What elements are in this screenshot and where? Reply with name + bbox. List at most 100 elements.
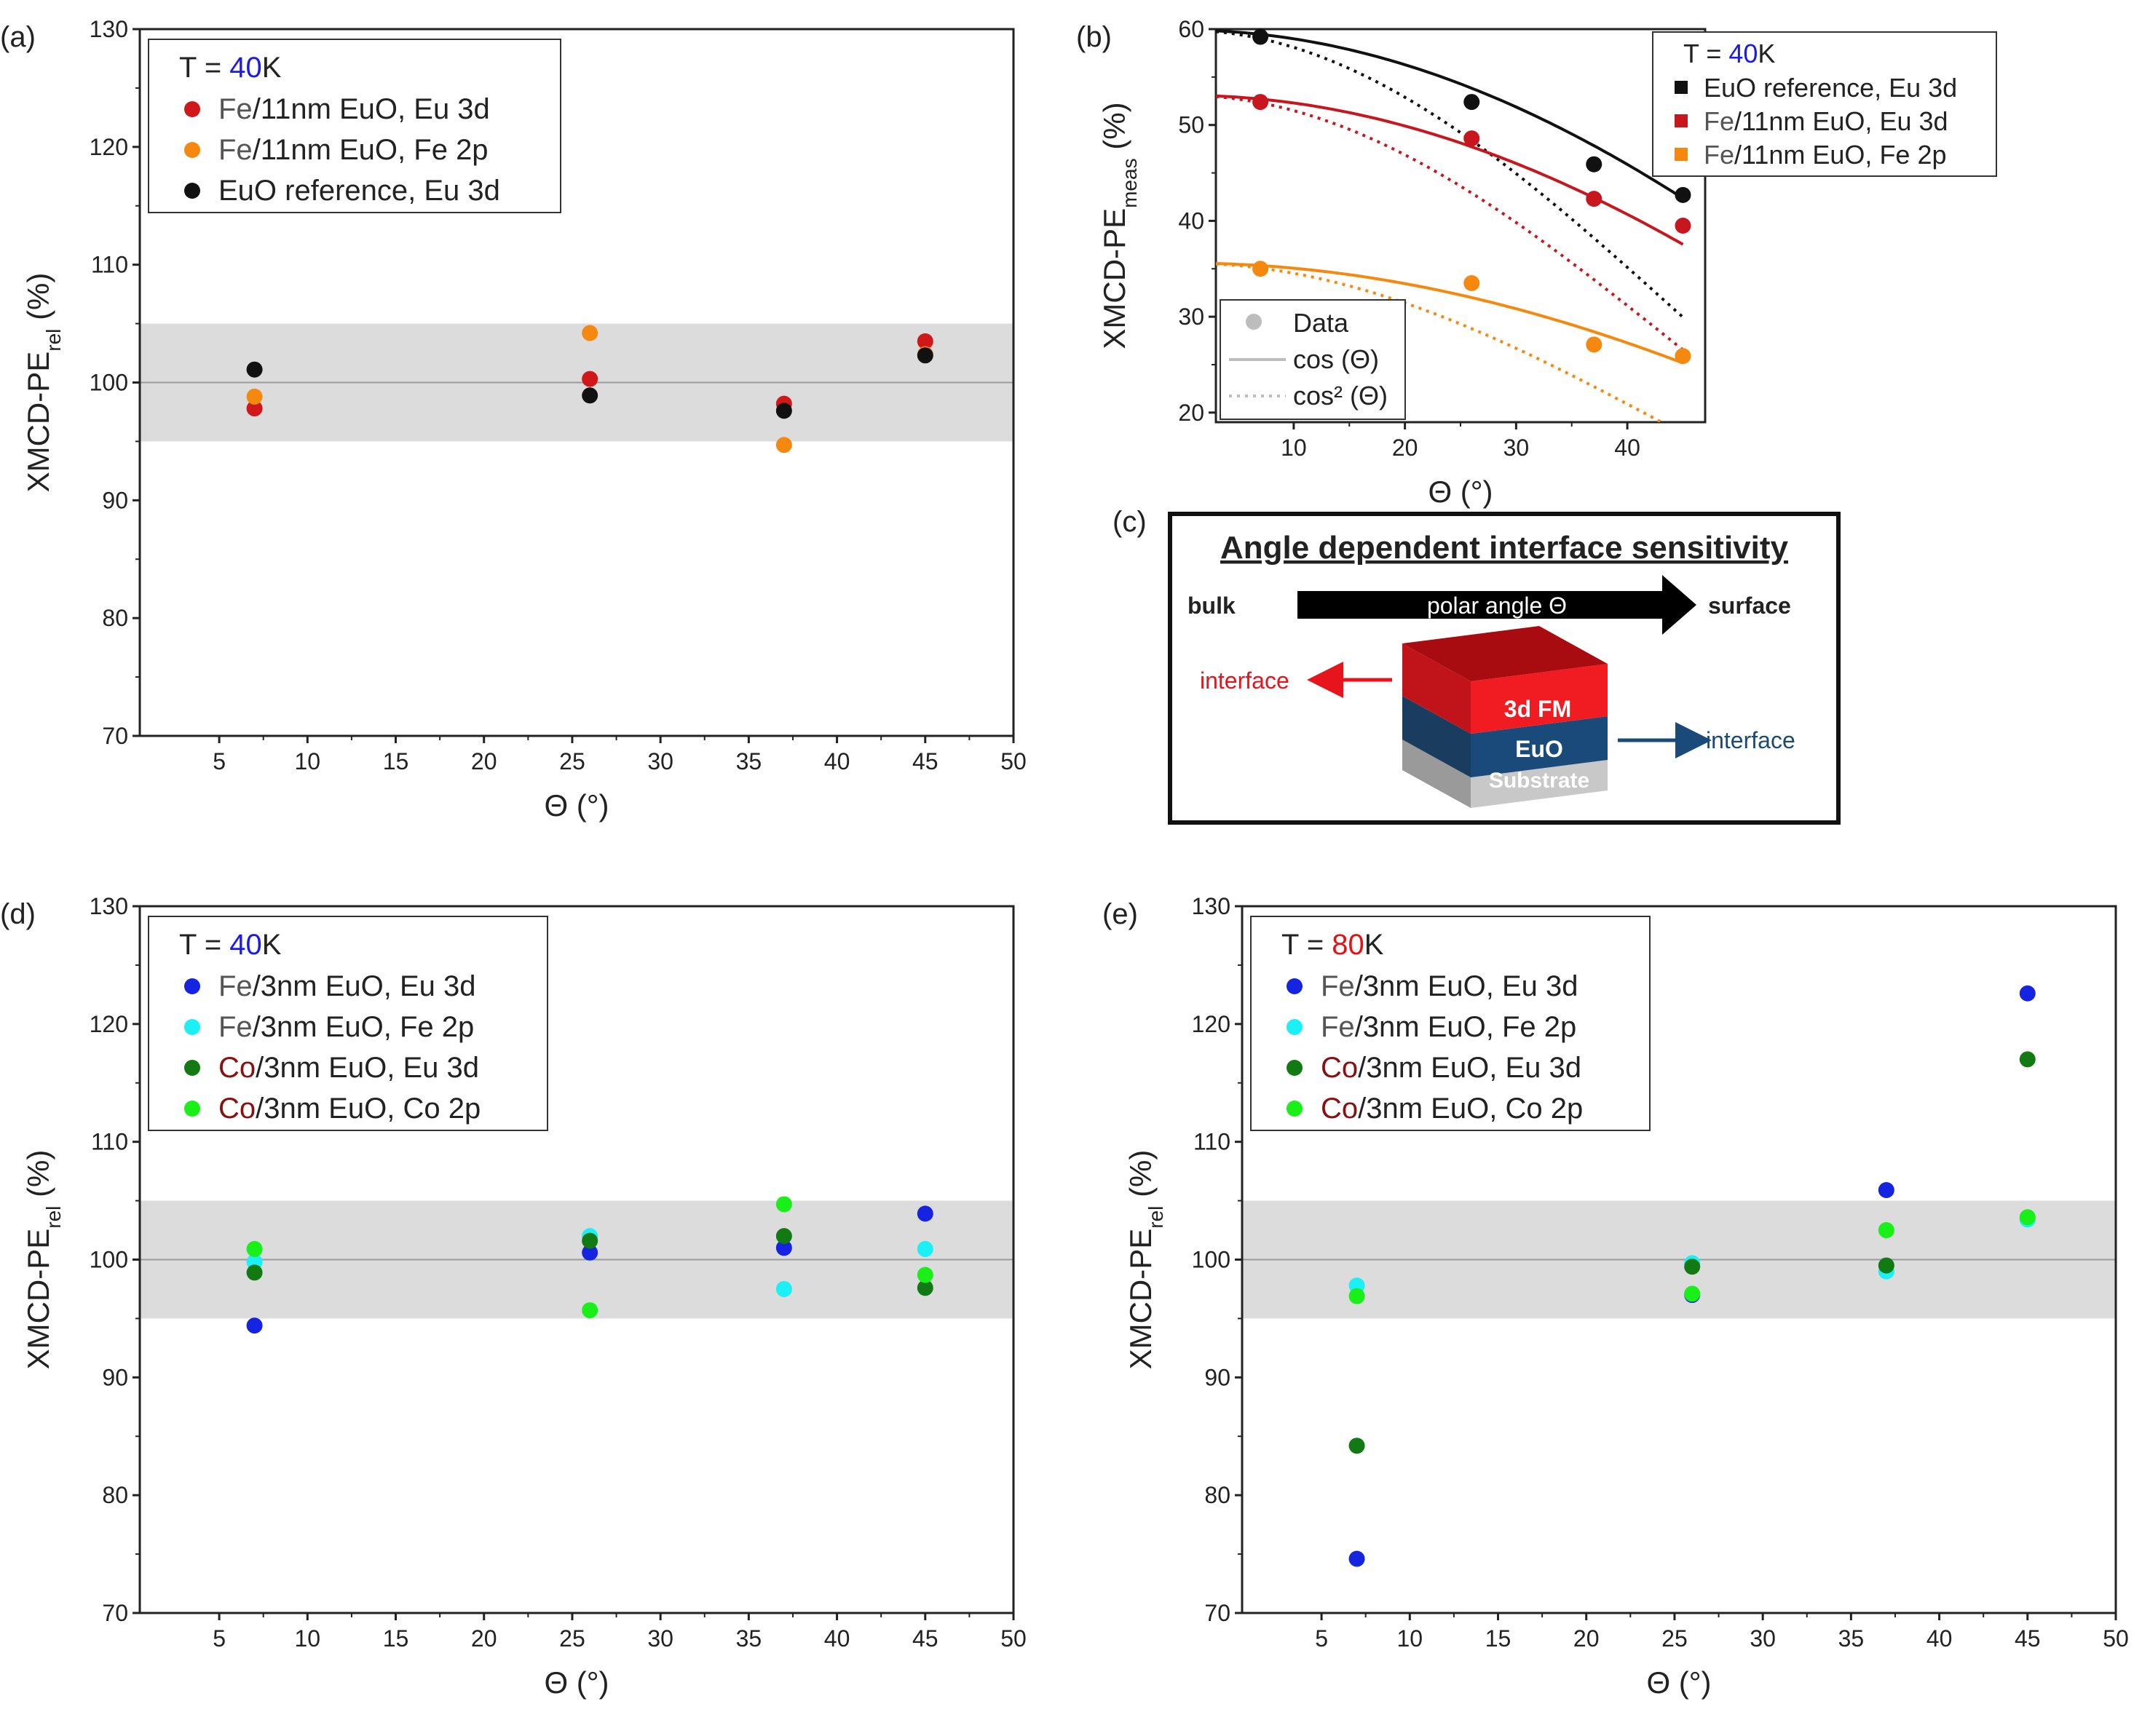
legend-entry-element: Fe <box>218 970 253 1002</box>
legend-entry-label: Fe/3nm EuO, Eu 3d <box>218 970 476 1002</box>
data-point <box>775 1228 792 1245</box>
legend-entry-element: Fe <box>1321 1011 1355 1043</box>
legend-entry-label: Fe/3nm EuO, Fe 2p <box>218 1011 474 1043</box>
y-tick-label: 50 <box>1178 112 1204 138</box>
legend-entry-label: Co/3nm EuO, Co 2p <box>218 1093 481 1125</box>
data-point <box>917 333 933 349</box>
legend-box <box>148 916 548 1131</box>
y-tick-label: 130 <box>90 893 128 919</box>
legend-title-temperature: 40 <box>1728 39 1758 68</box>
x-tick-label: 40 <box>1926 1625 1953 1652</box>
x-tick-label: 15 <box>383 748 409 774</box>
data-point <box>246 1240 263 1257</box>
legend-title-prefix: T = <box>1281 929 1332 961</box>
panel-e-label: (e) <box>1102 898 1138 930</box>
x-tick-label: 10 <box>295 1625 321 1652</box>
legend-marker <box>1287 1060 1303 1076</box>
legend-marker <box>1287 1019 1303 1035</box>
data-point <box>2019 1051 2036 1068</box>
data-point <box>917 1267 933 1283</box>
y-axis-label-main: XMCD-PE <box>21 1229 55 1370</box>
panel-c-label: (c) <box>1113 506 1147 538</box>
x-tick-label: 35 <box>736 1625 762 1652</box>
y-tick-label: 30 <box>1178 304 1204 330</box>
legend-title-unit: K <box>262 929 282 961</box>
legend-title-temperature: 40 <box>229 52 262 84</box>
x-tick-label: 30 <box>647 1625 673 1652</box>
legend-entry-label: Fe/11nm EuO, Eu 3d <box>218 93 490 125</box>
legend-entry-element: Co <box>218 1093 256 1125</box>
x-tick-label: 10 <box>1281 435 1307 461</box>
legend-title-prefix: T = <box>1683 39 1728 68</box>
data-point <box>582 370 598 387</box>
data-point <box>1684 1285 1701 1302</box>
legend-marker <box>184 101 200 117</box>
legend-entry-text: /3nm EuO, Co 2p <box>1358 1093 1583 1125</box>
legend-title-temperature: 40 <box>229 929 262 961</box>
x-tick-label: 45 <box>912 1625 938 1652</box>
cos2-fit-line <box>1216 262 1665 422</box>
y-axis-label: XMCD-PErel (%) <box>1123 1150 1167 1370</box>
legend-marker <box>1287 978 1303 994</box>
x-tick-label: 50 <box>1000 748 1027 774</box>
x-tick-label: 20 <box>471 748 497 774</box>
x-tick-label: 5 <box>213 1625 226 1652</box>
legend-entry-label: Co/3nm EuO, Eu 3d <box>1321 1052 1581 1084</box>
data-point <box>775 1280 792 1297</box>
legend-entry-element: Co <box>1321 1093 1358 1125</box>
data-point <box>1348 1288 1365 1304</box>
legend-title: T = 40K <box>1683 39 1775 68</box>
legend-entry-text: /3nm EuO, Eu 3d <box>253 970 476 1002</box>
plot-frame <box>1214 28 1707 424</box>
legend-marker <box>184 142 200 158</box>
data-point <box>582 1244 598 1261</box>
panel-b-chart: 10 20 30 40 20 30 40 50 60 Θ (°) XMCD-PEmeas (%) (b… <box>1076 16 1997 509</box>
panel-d-chart: 5 10 15 20 25 30 35 40 45 50 70 80 90 100 110 120 130 Θ (… <box>0 893 1027 1700</box>
legend-entry-text: /3nm EuO, Fe 2p <box>253 1011 475 1043</box>
y-tick-label: 80 <box>102 1482 128 1508</box>
legend-marker <box>184 1019 200 1035</box>
y-tick-label: 90 <box>102 1364 128 1390</box>
x-tick-label: 10 <box>295 748 321 774</box>
y-axis-label: XMCD-PEmeas (%) <box>1097 102 1141 349</box>
cos2-fit-line <box>1216 95 1684 352</box>
x-tick-label: 35 <box>1838 1625 1865 1652</box>
panel-d-label: (d) <box>0 898 36 930</box>
legend-entry-label: EuO reference, Eu 3d <box>1704 73 1957 103</box>
diagram-title: Angle dependent interface sensitivity <box>1220 530 1788 566</box>
legend-entry-text: /3nm EuO, Eu 3d <box>1358 1052 1581 1084</box>
data-point <box>582 1232 598 1249</box>
data-point <box>917 347 933 364</box>
x-tick-label: 25 <box>559 1625 585 1652</box>
y-tick-label: 70 <box>102 1600 128 1626</box>
y-tick-label: 90 <box>102 487 128 513</box>
y-axis-label: XMCD-PErel (%) <box>21 273 65 493</box>
data-point <box>1348 1438 1365 1454</box>
y-axis-label-main: XMCD-PE <box>21 352 55 493</box>
legend-marker <box>184 978 200 994</box>
fm-side <box>1471 664 1608 734</box>
legend-entry-element: Fe <box>1704 140 1734 170</box>
x-axis-label: Θ (°) <box>544 1665 609 1700</box>
legend-entry-element: Fe <box>218 134 253 166</box>
y-tick-label: 90 <box>1204 1364 1230 1390</box>
legend-box <box>1250 916 1651 1131</box>
legend-data-label: Data <box>1293 308 1349 338</box>
cos-fit-line <box>1216 262 1684 365</box>
x-tick-label: 10 <box>1397 1625 1423 1652</box>
legend-cos2-label: cos² (Θ) <box>1293 381 1388 411</box>
substrate-side <box>1471 760 1608 808</box>
y-tick-label: 120 <box>1192 1011 1230 1037</box>
x-tick-label: 20 <box>1573 1625 1600 1652</box>
y-tick-label: 70 <box>102 723 128 749</box>
y-axis-label-subscript: rel <box>42 329 65 352</box>
data-point <box>1252 28 1269 45</box>
euo-front <box>1402 696 1471 777</box>
interface-left-label: interface <box>1200 667 1289 694</box>
legend-entry-text: /11nm EuO, Fe 2p <box>253 134 489 166</box>
x-tick-label: 25 <box>559 748 585 774</box>
layer-euo-label: EuO <box>1515 736 1563 762</box>
surface-label: surface <box>1708 592 1791 619</box>
legend-entry-element: Fe <box>218 93 253 125</box>
legend-entry-label: Fe/3nm EuO, Eu 3d <box>1321 970 1578 1002</box>
